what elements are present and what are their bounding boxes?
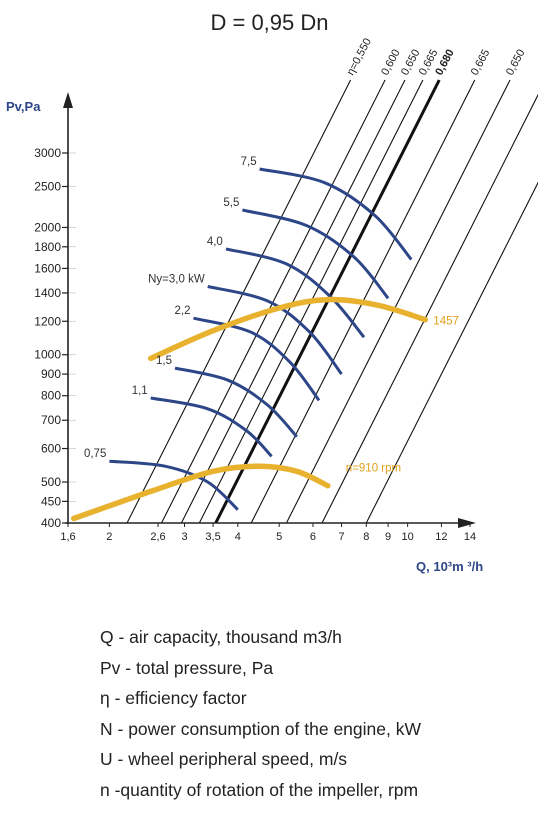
x-tick-label: 3 — [181, 531, 187, 543]
y-tick-label: 700 — [41, 413, 61, 427]
legend-u-speed: U - wheel peripheral speed, m/s — [100, 749, 348, 769]
x-tick-label: 9 — [385, 531, 391, 543]
power-curve — [174, 366, 298, 438]
labels: η=0,5500,6000,6500,6650,6800,6650,6500,6… — [6, 36, 528, 574]
chart-title: D = 0,95 Dn — [210, 10, 329, 35]
y-tick-label: 600 — [41, 442, 61, 456]
power-label: 1,5 — [156, 355, 172, 367]
power-label: 0,75 — [84, 448, 106, 460]
power-label: 2,2 — [175, 305, 191, 317]
speed-label: n=910 rpm — [346, 463, 401, 475]
x-tick-label: 4 — [235, 531, 241, 543]
x-tick-label: 8 — [363, 531, 369, 543]
power-label: 5,5 — [223, 197, 239, 209]
power-curve — [150, 396, 273, 458]
grid-lines — [68, 152, 76, 524]
legend-n-rpm: n -quantity of rotation of the impeller,… — [100, 779, 419, 800]
efficiency-line — [161, 79, 386, 524]
x-axis-arrow — [458, 518, 476, 528]
legend-q: Q - air capacity, thousand m3/h — [100, 627, 342, 647]
x-tick-label: 3,5 — [205, 531, 220, 543]
y-tick-label: 2500 — [34, 179, 61, 193]
y-tick-label: 1200 — [34, 314, 61, 328]
y-tick-label: 400 — [41, 516, 61, 530]
legend-block: Q - air capacity, thousand m3/h Pv - tot… — [100, 622, 530, 805]
speed-curves — [70, 296, 429, 522]
efficiency-label: 0,650 — [504, 47, 528, 77]
power-label: 7,5 — [241, 156, 257, 168]
y-tick-label: 1000 — [34, 348, 61, 362]
efficiency-line — [285, 79, 511, 524]
x-axis-title: Q, 10³m ³/h — [416, 559, 483, 574]
y-tick-label: 500 — [41, 475, 61, 489]
efficiency-line — [365, 181, 538, 524]
speed-curve — [70, 463, 331, 522]
x-tick-label: 1,6 — [60, 531, 75, 543]
x-tick-label: 7 — [338, 531, 344, 543]
efficiency-line — [126, 79, 352, 524]
x-tick-label: 5 — [276, 531, 282, 543]
power-curve — [259, 167, 413, 261]
x-tick-label: 12 — [435, 531, 447, 543]
efficiency-label: η=0,550 — [345, 36, 374, 77]
efficiency-line — [180, 79, 406, 524]
axes — [62, 92, 476, 528]
power-label: Ny=3,0 kW — [148, 274, 205, 286]
y-tick-label: 1800 — [34, 240, 61, 254]
efficiency-line — [321, 93, 538, 524]
y-tick-label: 1600 — [34, 261, 61, 275]
y-tick-label: 800 — [41, 389, 61, 403]
legend-pv: Pv - total pressure, Pa — [100, 657, 274, 678]
efficiency-label: 0,665 — [469, 47, 493, 77]
power-curve — [207, 285, 343, 375]
x-tick-label: 6 — [310, 531, 316, 543]
power-label: 4,0 — [207, 236, 223, 248]
x-tick-label: 14 — [464, 531, 476, 543]
y-tick-label: 3000 — [34, 146, 61, 160]
speed-label: 1457 — [433, 316, 459, 328]
x-tick-label: 2,6 — [150, 531, 165, 543]
legend-n-power: N - power consumption of the engine, kW — [100, 718, 421, 739]
y-tick-label: 1400 — [34, 286, 61, 300]
y-axis-title: Pv,Pa — [6, 99, 41, 114]
power-curve — [225, 247, 366, 339]
power-curve — [242, 208, 390, 300]
y-tick-label: 2000 — [34, 220, 61, 234]
x-tick-label: 2 — [106, 531, 112, 543]
legend-eta: η - efficiency factor — [100, 688, 247, 708]
y-axis-arrow — [63, 92, 73, 108]
power-curve — [193, 316, 321, 402]
y-tick-label: 900 — [41, 367, 61, 381]
power-curve — [109, 459, 239, 511]
x-tick-label: 10 — [402, 531, 414, 543]
power-label: 1,1 — [132, 385, 148, 397]
y-tick-label: 450 — [41, 494, 61, 508]
power-curves — [109, 167, 413, 511]
speed-curve — [147, 296, 429, 362]
